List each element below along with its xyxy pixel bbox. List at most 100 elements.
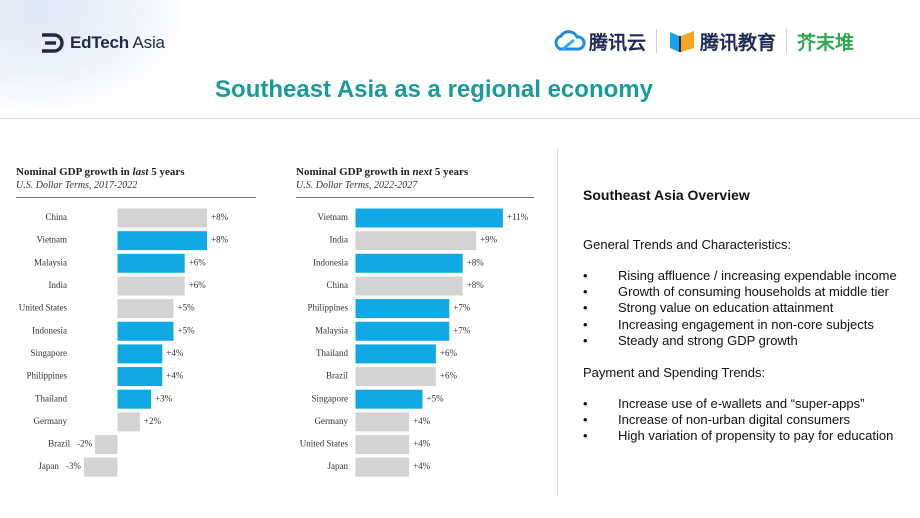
list-item: • Increase of non-urban digital consumers: [583, 412, 913, 428]
category-label: China: [46, 212, 68, 222]
category-label: Indonesia: [313, 257, 348, 267]
overview-title: Southeast Asia Overview: [583, 187, 750, 203]
value-label: +8%: [467, 257, 485, 267]
list-item: • High variation of propensity to pay for…: [583, 428, 913, 444]
bar-germany: [355, 412, 410, 432]
category-label: Singapore: [31, 348, 68, 358]
chart-1-title: Nominal GDP growth in last 5 years: [16, 166, 185, 178]
category-label: Brazil: [48, 439, 70, 449]
bar-united-states: [117, 299, 174, 319]
category-label: India: [330, 235, 349, 245]
category-label: Singapore: [312, 393, 349, 403]
jiemodui-logo: 芥末堆: [797, 31, 855, 54]
bullet-icon: •: [583, 428, 588, 444]
category-label: Thailand: [35, 393, 67, 403]
tencent-education-icon: [670, 31, 695, 52]
list-item-text: Increase of non-urban digital consumers: [618, 412, 850, 428]
bar-thailand: [355, 344, 436, 364]
header-background-glow: [0, 0, 180, 110]
general-trends-heading: General Trends and Characteristics:: [583, 237, 792, 252]
category-label: Vietnam: [37, 235, 67, 245]
category-label: Philippines: [26, 371, 67, 381]
list-item-text: High variation of propensity to pay for …: [618, 428, 894, 444]
value-label: +6%: [189, 280, 207, 290]
value-label: +2%: [144, 416, 162, 426]
payment-trends-list: • Increase use of e-wallets and “super-ap…: [583, 396, 913, 445]
value-label: +4%: [166, 348, 184, 358]
category-label: Indonesia: [32, 325, 67, 335]
page-title: Southeast Asia as a regional economy: [215, 76, 653, 103]
list-item-text: Steady and strong GDP growth: [618, 332, 798, 348]
value-label: +4%: [413, 461, 431, 471]
list-item-text: Increasing engagement in non-core subjec…: [618, 316, 874, 332]
value-label: -3%: [66, 461, 81, 471]
chart-1-rule: [16, 197, 256, 198]
bar-philippines: [117, 367, 163, 387]
category-label: Japan: [328, 461, 349, 471]
chart-1-subtitle: U.S. Dollar Terms, 2017-2022: [16, 180, 138, 191]
list-item: • Strong value on education attainment: [583, 300, 913, 316]
bullet-icon: •: [583, 396, 588, 412]
bar-thailand: [117, 389, 152, 409]
list-item: • Increase use of e-wallets and “super-ap…: [583, 396, 913, 412]
category-label: Japan: [38, 461, 59, 471]
bullet-icon: •: [583, 332, 588, 348]
value-label: +7%: [453, 325, 471, 335]
partner-logos: 腾讯云 腾讯教育 芥末堆: [552, 26, 854, 56]
category-label: United States: [300, 439, 349, 449]
general-trends-list: • Rising affluence / increasing expendabl…: [583, 268, 913, 349]
overview-panel: Southeast Asia Overview General Trends a…: [583, 187, 913, 461]
bar-germany: [117, 412, 140, 432]
list-item-text: Growth of consuming households at middle…: [618, 284, 889, 300]
edtech-logo-text: EdTech Asia: [70, 33, 165, 52]
category-label: Thailand: [316, 348, 348, 358]
bullet-icon: •: [583, 412, 588, 428]
category-label: Philippines: [307, 303, 348, 313]
value-label: +5%: [178, 303, 196, 313]
tencent-cloud-logo: 腾讯云: [552, 28, 646, 55]
category-label: Malaysia: [315, 325, 348, 335]
category-label: United States: [19, 303, 68, 313]
value-label: +6%: [440, 348, 458, 358]
list-item-text: Strong value on education attainment: [618, 300, 834, 316]
logo-separator: [656, 29, 658, 53]
list-item: • Rising affluence / increasing expendabl…: [583, 268, 913, 284]
value-label: +5%: [427, 393, 445, 403]
tencent-education-logo: 腾讯教育: [667, 28, 776, 55]
edtech-logo-mark-icon: [42, 33, 64, 53]
value-label: +3%: [155, 393, 173, 403]
bullet-icon: •: [583, 300, 588, 316]
bar-japan: [355, 457, 410, 477]
bullet-icon: •: [583, 268, 588, 283]
bar-china: [117, 208, 208, 228]
chart-2-rule: [296, 197, 534, 198]
bar-philippines: [355, 299, 450, 319]
bar-vietnam: [355, 208, 503, 228]
tencent-cloud-icon: [554, 30, 586, 51]
list-item: • Steady and strong GDP growth: [583, 333, 913, 349]
bar-malaysia: [117, 253, 185, 273]
bar-india: [355, 231, 477, 251]
bar-india: [117, 276, 185, 296]
bar-indonesia: [355, 253, 463, 273]
bar-japan: [83, 457, 118, 477]
bar-malaysia: [355, 321, 450, 341]
category-label: China: [327, 280, 349, 290]
logo-separator: [786, 29, 788, 53]
value-label: +5%: [178, 325, 196, 335]
payment-trends-heading: Payment and Spending Trends:: [583, 365, 766, 381]
bullet-icon: •: [583, 316, 588, 332]
header-divider: [0, 118, 920, 119]
chart-2-title: Nominal GDP growth in next 5 years: [296, 166, 469, 178]
category-label: Brazil: [326, 371, 348, 381]
bullet-icon: •: [583, 284, 588, 300]
list-item-text: Rising affluence / increasing expendable…: [618, 268, 897, 283]
value-label: +7%: [453, 303, 471, 313]
category-label: Germany: [315, 416, 349, 426]
value-label: +4%: [413, 416, 431, 426]
category-label: Malaysia: [34, 257, 67, 267]
bar-singapore: [117, 344, 163, 364]
value-label: +6%: [189, 257, 207, 267]
